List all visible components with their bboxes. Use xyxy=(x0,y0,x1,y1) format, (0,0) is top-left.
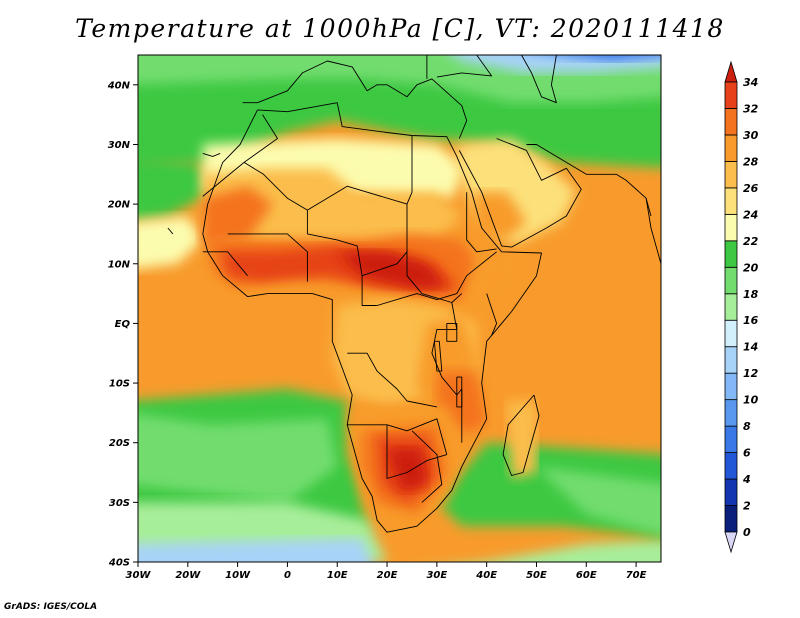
lat-tick-label: 10N xyxy=(108,259,131,270)
lon-tick-label: 70E xyxy=(626,570,647,581)
colorbar-segment xyxy=(724,108,738,136)
colorbar-segment xyxy=(724,372,738,401)
lon-tick-label: 40E xyxy=(475,570,497,581)
lat-tick-label: 30N xyxy=(108,140,131,151)
colorbar-label: 22 xyxy=(743,235,759,248)
lon-tick-label: 10W xyxy=(225,570,251,581)
colorbar-label: 34 xyxy=(743,76,758,89)
lon-tick-label: 30E xyxy=(426,570,447,581)
colorbar-segment xyxy=(724,213,738,242)
colorbar-label: 24 xyxy=(743,208,758,221)
credit-label: GrADS: IGES/COLA xyxy=(4,602,98,612)
colorbar-segment xyxy=(724,293,738,321)
colorbar-segment xyxy=(724,319,738,348)
colorbar-label: 8 xyxy=(743,420,751,433)
colorbar-label: 28 xyxy=(743,155,759,168)
colorbar-segment xyxy=(724,478,738,506)
colorbar-segment xyxy=(724,266,738,295)
colorbar-segment xyxy=(724,452,738,480)
colorbar-segment xyxy=(724,240,738,268)
colorbar-segment xyxy=(724,187,738,215)
colorbar-label: 26 xyxy=(743,182,759,195)
lat-tick-label: 10S xyxy=(109,379,130,390)
colorbar-label: 2 xyxy=(743,500,751,513)
colorbar-label: 16 xyxy=(743,314,759,327)
colorbar-min-arrow xyxy=(724,531,738,554)
colorbar-label: 4 xyxy=(742,473,751,486)
longitude-axis: 30W 20W 10W 0 10E 20E 30E 40E 50E 60E 70E xyxy=(126,562,647,581)
colorbar-segment xyxy=(724,134,738,162)
lat-tick-label: 30S xyxy=(109,498,130,509)
colorbar-segment xyxy=(724,425,738,453)
colorbar-label: 32 xyxy=(743,102,759,115)
lon-tick-label: 60E xyxy=(576,570,597,581)
lat-tick-label: EQ xyxy=(115,319,131,330)
lon-tick-label: 50E xyxy=(526,570,547,581)
colorbar-label: 30 xyxy=(743,129,759,142)
temperature-map: 30W 20W 10W 0 10E 20E 30E 40E 50E 60E 70E 40N30N20… xyxy=(107,54,759,581)
colorbar-label: 0 xyxy=(743,526,751,539)
lat-tick-label: 20N xyxy=(108,200,131,211)
colorbar-label: 20 xyxy=(743,261,759,274)
colorbar-label: 6 xyxy=(743,447,751,460)
colorbar-label: 10 xyxy=(743,394,759,407)
colorbar-label: 12 xyxy=(743,367,759,380)
lon-tick-label: 30W xyxy=(126,570,152,581)
lon-tick-label: 20W xyxy=(175,570,201,581)
colorbar-segment xyxy=(724,161,738,189)
colorbar-segment xyxy=(724,505,738,533)
lon-tick-label: 0 xyxy=(284,570,291,581)
plot-frame xyxy=(137,54,662,563)
map-title: Temperature at 1000hPa [C], VT: 20201114… xyxy=(75,14,725,43)
colorbar-segment xyxy=(724,81,738,109)
lat-tick-label: 20S xyxy=(109,438,130,449)
colorbar-max-arrow xyxy=(724,60,738,83)
lat-tick-label: 40N xyxy=(107,80,131,91)
lon-tick-label: 10E xyxy=(327,570,348,581)
colorbar-segment xyxy=(724,399,738,427)
colorbar-segment xyxy=(724,346,738,374)
latitude-axis: 40N 30N 20N 10N EQ 10S 20S 30S 40S xyxy=(107,80,138,569)
temperature-field xyxy=(138,55,661,562)
coastline-borders xyxy=(167,55,661,533)
colorbar-label: 14 xyxy=(743,341,758,354)
colorbar-label: 18 xyxy=(743,288,759,301)
lon-tick-label: 20E xyxy=(377,570,398,581)
lat-tick-label: 40S xyxy=(108,558,130,569)
